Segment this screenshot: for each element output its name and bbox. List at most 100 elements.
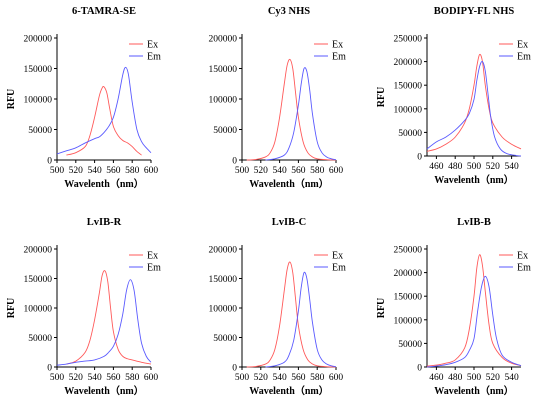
x-tick-label: 600: [329, 166, 344, 176]
x-tick-label: 500: [235, 373, 250, 383]
series-line-ex: [246, 58, 337, 161]
series-line-em: [56, 279, 152, 366]
x-tick-label: 500: [50, 373, 65, 383]
series-line-em: [265, 271, 337, 368]
y-tick-label: 150000: [209, 65, 238, 75]
panel-title: LvIB-C: [272, 217, 306, 228]
panel-title: LvIB-R: [87, 217, 122, 228]
legend-label-ex: Ex: [517, 40, 528, 51]
y-tick-label: 150000: [24, 65, 53, 75]
y-tick-label: 250000: [394, 35, 423, 45]
legend-label-em: Em: [147, 52, 161, 63]
y-tick-label: 100000: [394, 105, 423, 115]
x-tick-label: 500: [50, 166, 65, 176]
legend-label-em: Em: [332, 263, 346, 274]
legend-label-em: Em: [147, 263, 161, 274]
y-tick-label: 100000: [209, 96, 238, 106]
series-line-em: [426, 60, 522, 157]
x-tick-label: 540: [87, 166, 102, 176]
x-tick-label: 460: [429, 162, 444, 172]
y-tick-label: 100000: [24, 96, 53, 106]
y-axis-label: RFU: [376, 87, 387, 108]
x-tick-label: 540: [87, 373, 102, 383]
y-tick-label: 100000: [209, 305, 238, 315]
x-axis-label: Wavelenth（nm）: [64, 177, 143, 190]
x-tick-label: 560: [106, 166, 121, 176]
x-tick-label: 480: [448, 373, 463, 383]
y-axis-label: RFU: [376, 298, 387, 319]
y-tick-label: 50000: [28, 126, 52, 136]
x-axis-label: Wavelenth（nm）: [434, 384, 513, 397]
x-tick-label: 560: [291, 166, 306, 176]
y-tick-label: 50000: [398, 340, 422, 350]
x-tick-label: 520: [69, 373, 84, 383]
x-axis-label: Wavelenth（nm）: [249, 177, 328, 190]
y-tick-label: 100000: [394, 316, 423, 326]
legend-label-em: Em: [332, 52, 346, 63]
panel-5: LvIB-C 0 50000 100000 150000 200000 500 520 540 5…: [209, 217, 347, 397]
y-tick-label: 50000: [398, 129, 422, 139]
series-line-em: [426, 275, 522, 368]
x-tick-label: 540: [272, 373, 287, 383]
x-tick-label: 580: [310, 166, 325, 176]
x-tick-label: 520: [254, 166, 269, 176]
x-tick-label: 460: [429, 373, 444, 383]
y-tick-label: 50000: [213, 126, 237, 136]
x-tick-label: 560: [106, 373, 121, 383]
panel-6: LvIB-B 0 50000 100000 150000 200000 250000 460 4…: [376, 217, 531, 397]
x-tick-label: 560: [291, 373, 306, 383]
panel-title: BODIPY-FL NHS: [434, 6, 515, 17]
x-tick-label: 520: [486, 373, 501, 383]
panel-3: BODIPY-FL NHS 0 50000 100000 150000 200000 250…: [376, 6, 531, 186]
y-tick-label: 0: [232, 157, 237, 167]
y-tick-label: 200000: [24, 246, 53, 256]
x-tick-label: 540: [504, 162, 519, 172]
y-axis-label: RFU: [6, 89, 17, 110]
y-tick-label: 100000: [24, 305, 53, 315]
y-tick-label: 0: [417, 153, 422, 163]
panel-title: Cy3 NHS: [268, 6, 310, 17]
x-tick-label: 500: [467, 162, 482, 172]
panel-1: 6-TAMRA-SE 0 50000 100000 150000 200000 500 520…: [6, 6, 161, 190]
y-tick-label: 0: [47, 157, 52, 167]
y-tick-label: 200000: [209, 35, 238, 45]
x-tick-label: 580: [310, 373, 325, 383]
x-tick-label: 500: [467, 373, 482, 383]
y-tick-label: 200000: [394, 269, 423, 279]
series-line-ex: [66, 85, 142, 156]
panel-title: LvIB-B: [457, 217, 491, 228]
y-tick-label: 150000: [394, 293, 423, 303]
y-tick-label: 50000: [28, 334, 52, 344]
panel-2: Cy3 NHS 0 50000 100000 150000 200000 500 520 540…: [209, 6, 347, 190]
x-tick-label: 500: [235, 166, 250, 176]
x-axis-label: Wavelenth（nm）: [434, 173, 513, 186]
y-tick-label: 0: [417, 364, 422, 374]
y-tick-label: 200000: [394, 58, 423, 68]
y-tick-label: 50000: [213, 334, 237, 344]
y-tick-label: 200000: [24, 35, 53, 45]
x-tick-label: 600: [329, 373, 344, 383]
x-axis-label: Wavelenth（nm）: [249, 384, 328, 397]
y-tick-label: 200000: [209, 246, 238, 256]
series-line-em: [56, 66, 152, 155]
y-tick-label: 150000: [394, 82, 423, 92]
series-line-em: [265, 67, 337, 161]
legend-label-ex: Ex: [332, 40, 343, 51]
series-line-ex: [66, 270, 152, 365]
y-tick-label: 150000: [24, 275, 53, 285]
legend-label-em: Em: [517, 263, 531, 274]
series-line-ex: [426, 254, 522, 367]
legend-label-ex: Ex: [332, 251, 343, 262]
x-tick-label: 540: [504, 373, 519, 383]
legend-label-em: Em: [517, 52, 531, 63]
x-tick-label: 540: [272, 166, 287, 176]
x-axis-label: Wavelenth（nm）: [64, 384, 143, 397]
y-tick-label: 150000: [209, 275, 238, 285]
x-tick-label: 520: [254, 373, 269, 383]
series-line-ex: [246, 261, 337, 368]
x-tick-label: 520: [69, 166, 84, 176]
panel-title: 6-TAMRA-SE: [72, 6, 136, 17]
x-tick-label: 480: [448, 162, 463, 172]
y-tick-label: 250000: [394, 246, 423, 256]
